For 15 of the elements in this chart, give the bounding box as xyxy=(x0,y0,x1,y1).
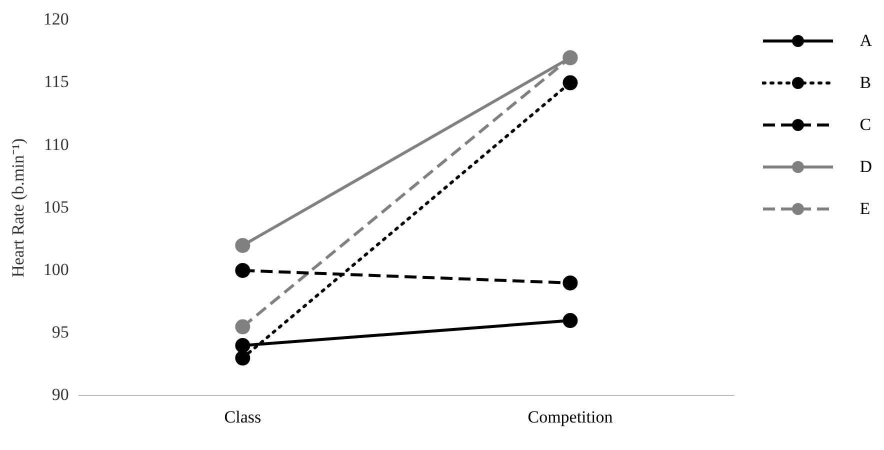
legend-label: C xyxy=(860,115,872,135)
y-tick-label: 95 xyxy=(52,322,69,342)
y-tick-label: 115 xyxy=(44,72,69,92)
y-tick-label: 110 xyxy=(44,134,69,154)
legend-label: B xyxy=(860,73,872,93)
y-axis-title: Heart Rate (b.min⁻¹) xyxy=(8,138,28,278)
y-tick-label: 105 xyxy=(43,197,69,216)
y-tick-label: 90 xyxy=(52,385,69,404)
x-tick-label: Competition xyxy=(528,407,614,426)
y-tick-label: 120 xyxy=(43,10,69,29)
y-tick-label: 100 xyxy=(43,260,69,279)
legend-label: A xyxy=(860,31,872,51)
x-tick-label: Class xyxy=(224,407,262,426)
legend-label: E xyxy=(860,199,870,219)
legend-label: D xyxy=(860,157,872,177)
